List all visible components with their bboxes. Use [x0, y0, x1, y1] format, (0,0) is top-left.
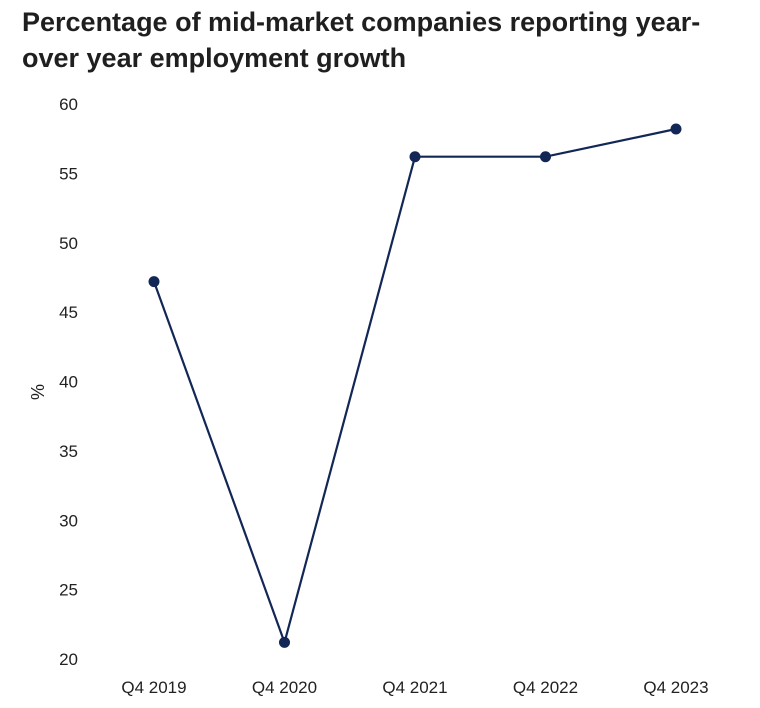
- data-point-5: [670, 123, 682, 135]
- chart-title: Percentage of mid-market companies repor…: [22, 7, 701, 73]
- y-axis-label: %: [28, 384, 48, 400]
- data-point-1: [148, 276, 160, 288]
- data-point-3: [409, 151, 421, 163]
- data-point-group: [148, 123, 682, 648]
- x-tick-label-5: Q4 2023: [643, 678, 708, 697]
- x-tick-label-2: Q4 2020: [252, 678, 317, 697]
- y-tick-label-60: 60: [59, 95, 78, 114]
- x-axis: Q4 2019 Q4 2020 Q4 2021 Q4 2022 Q4 2023: [121, 678, 708, 697]
- y-tick-label-45: 45: [59, 303, 78, 322]
- x-tick-label-3: Q4 2021: [382, 678, 447, 697]
- y-axis: 20 25 30 35 40 45 50 55 60: [59, 95, 78, 669]
- y-tick-label-50: 50: [59, 234, 78, 253]
- x-tick-label-4: Q4 2022: [513, 678, 578, 697]
- series-line-group: [152, 127, 677, 647]
- y-tick-label-35: 35: [59, 442, 78, 461]
- y-tick-label-40: 40: [59, 373, 78, 392]
- x-tick-label-1: Q4 2019: [121, 678, 186, 697]
- y-tick-label-30: 30: [59, 511, 78, 530]
- y-tick-label-25: 25: [59, 581, 78, 600]
- data-point-2: [279, 636, 290, 648]
- y-tick-label-55: 55: [59, 164, 78, 183]
- y-tick-label-20: 20: [59, 650, 78, 669]
- data-point-4: [540, 151, 551, 163]
- series-line: [152, 127, 677, 647]
